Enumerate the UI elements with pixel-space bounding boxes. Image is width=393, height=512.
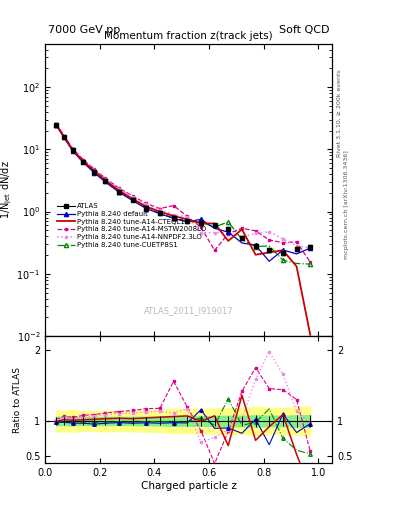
Y-axis label: Ratio to ATLAS: Ratio to ATLAS — [13, 367, 22, 433]
Legend: ATLAS, Pythia 8.240 default, Pythia 8.240 tune-A14-CTEQL1, Pythia 8.240 tune-A14: ATLAS, Pythia 8.240 default, Pythia 8.24… — [54, 201, 209, 251]
X-axis label: Charged particle z: Charged particle z — [141, 481, 237, 491]
Text: ATLAS_2011_I919017: ATLAS_2011_I919017 — [144, 306, 233, 315]
Y-axis label: 1/N$_\mathregular{jet}$ dN/dz: 1/N$_\mathregular{jet}$ dN/dz — [0, 160, 14, 219]
Title: Momentum fraction z(track jets): Momentum fraction z(track jets) — [104, 31, 273, 41]
Text: Rivet 3.1.10, ≥ 200k events: Rivet 3.1.10, ≥ 200k events — [337, 69, 342, 157]
Text: mcplots.cern.ch [arXiv:1306.3436]: mcplots.cern.ch [arXiv:1306.3436] — [344, 151, 349, 259]
Text: 7000 GeV pp: 7000 GeV pp — [48, 25, 120, 35]
Text: Soft QCD: Soft QCD — [279, 25, 329, 35]
